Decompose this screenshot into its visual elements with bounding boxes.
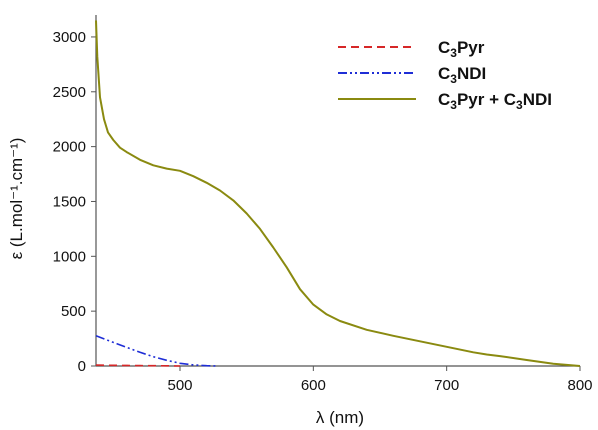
y-tick-label: 0 [78, 358, 86, 375]
y-tick-label: 1500 [53, 193, 86, 210]
legend-label-2: C3NDI [438, 64, 486, 86]
y-tick-label: 2500 [53, 84, 86, 101]
series-line-2 [95, 335, 218, 367]
x-tick-label: 700 [434, 377, 459, 394]
legend-label-1: C3Pyr [438, 38, 485, 60]
series-layer [95, 20, 581, 367]
x-tick-label: 600 [301, 377, 326, 394]
y-tick-label: 2000 [53, 139, 86, 156]
x-tick-label: 800 [567, 377, 592, 394]
legend: C3Pyr C3NDI C3Pyr + C3NDI [338, 38, 552, 112]
legend-label-3: C3Pyr + C3NDI [438, 90, 552, 112]
series-line-1 [95, 364, 181, 367]
series-line-3 [95, 20, 581, 367]
y-tick-label: 500 [61, 303, 86, 320]
y-tick-label: 3000 [53, 29, 86, 46]
y-axis-title: ε (L.mol⁻¹.cm⁻¹) [7, 138, 26, 260]
x-tick-label: 500 [167, 377, 192, 394]
axes: 0 500 1000 1500 2000 2500 3000 500 600 700 800 [53, 15, 593, 394]
y-tick-label: 1000 [53, 248, 86, 265]
x-axis-title: λ (nm) [316, 408, 364, 427]
